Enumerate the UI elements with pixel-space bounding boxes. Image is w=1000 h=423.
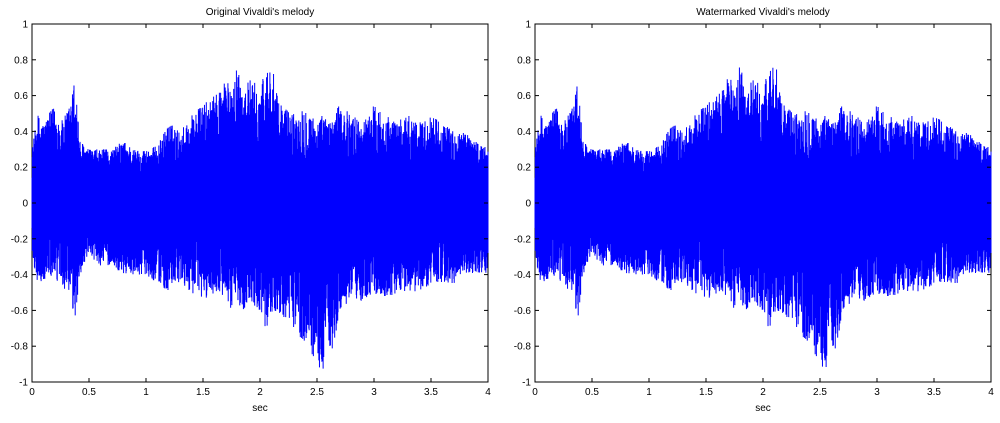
- y-tick-label: 0.4: [517, 127, 531, 138]
- x-tick-label: 3: [874, 387, 880, 398]
- y-tick-label: 0.2: [14, 163, 28, 174]
- y-ticks-left: 1 0.8 0.6 0.4 0.2 0 -0.2 -0.4 -0.6 -0.8 -1: [11, 20, 488, 389]
- x-tick-label: 4: [988, 387, 994, 398]
- y-tick-label: -0.8: [514, 342, 532, 353]
- x-ticks-left: 0 0.5 1 1.5 2 2.5 3 3.5 4: [29, 24, 491, 398]
- y-tick-label: -0.2: [11, 234, 29, 245]
- chart-title-left: Original Vivaldi's melody: [206, 7, 314, 18]
- y-tick-label: -1: [19, 378, 28, 389]
- y-tick-label: -0.4: [11, 270, 29, 281]
- y-tick-label: 0.2: [517, 163, 531, 174]
- x-tick-label: 3.5: [927, 387, 941, 398]
- x-tick-label: 2.5: [813, 387, 827, 398]
- chart-right: 0 0.5 1 1.5 2 2.5 3 3.5 4 1 0.8 0.6 0.4 0.2 0 -0.2 -0.4…: [514, 7, 994, 414]
- y-tick-label: -0.2: [514, 234, 532, 245]
- x-tick-label: 2: [257, 387, 263, 398]
- y-tick-label: -1: [522, 378, 531, 389]
- chart-title-right: Watermarked Vivaldi's melody: [696, 7, 830, 18]
- x-tick-label: 0.5: [585, 387, 599, 398]
- x-tick-label: 2: [760, 387, 766, 398]
- y-tick-label: 0.8: [14, 55, 28, 66]
- y-tick-label: 0: [525, 199, 531, 210]
- y-tick-label: -0.8: [11, 342, 29, 353]
- x-tick-label: 0: [532, 387, 538, 398]
- y-tick-label: 0.4: [14, 127, 28, 138]
- x-tick-label: 0: [29, 387, 35, 398]
- x-tick-label: 3: [371, 387, 377, 398]
- x-tick-label: 3.5: [424, 387, 438, 398]
- y-ticks-right: 1 0.8 0.6 0.4 0.2 0 -0.2 -0.4 -0.6 -0.8 -1: [514, 20, 991, 389]
- x-axis-label-right: sec: [755, 403, 771, 414]
- x-tick-label: 4: [485, 387, 491, 398]
- y-tick-label: 1: [22, 20, 28, 31]
- x-tick-label: 0.5: [82, 387, 96, 398]
- x-axis-label-left: sec: [252, 403, 268, 414]
- y-tick-label: -0.4: [514, 270, 532, 281]
- y-tick-label: -0.6: [11, 306, 29, 317]
- y-tick-label: 0.8: [517, 55, 531, 66]
- x-ticks-right: 0 0.5 1 1.5 2 2.5 3 3.5 4: [532, 24, 994, 398]
- y-tick-label: 0.6: [14, 91, 28, 102]
- y-tick-label: 0: [22, 199, 28, 210]
- x-tick-label: 1.5: [699, 387, 713, 398]
- x-tick-label: 1: [646, 387, 652, 398]
- y-tick-label: 0.6: [517, 91, 531, 102]
- x-tick-label: 2.5: [310, 387, 324, 398]
- x-tick-label: 1.5: [196, 387, 210, 398]
- chart-left: 0 0.5 1 1.5 2 2.5 3 3.5 4 1 0.8 0.6 0.4 0.2 0 -0.2 -0.4…: [11, 7, 491, 414]
- y-tick-label: -0.6: [514, 306, 532, 317]
- y-tick-label: 1: [525, 20, 531, 31]
- x-tick-label: 1: [143, 387, 149, 398]
